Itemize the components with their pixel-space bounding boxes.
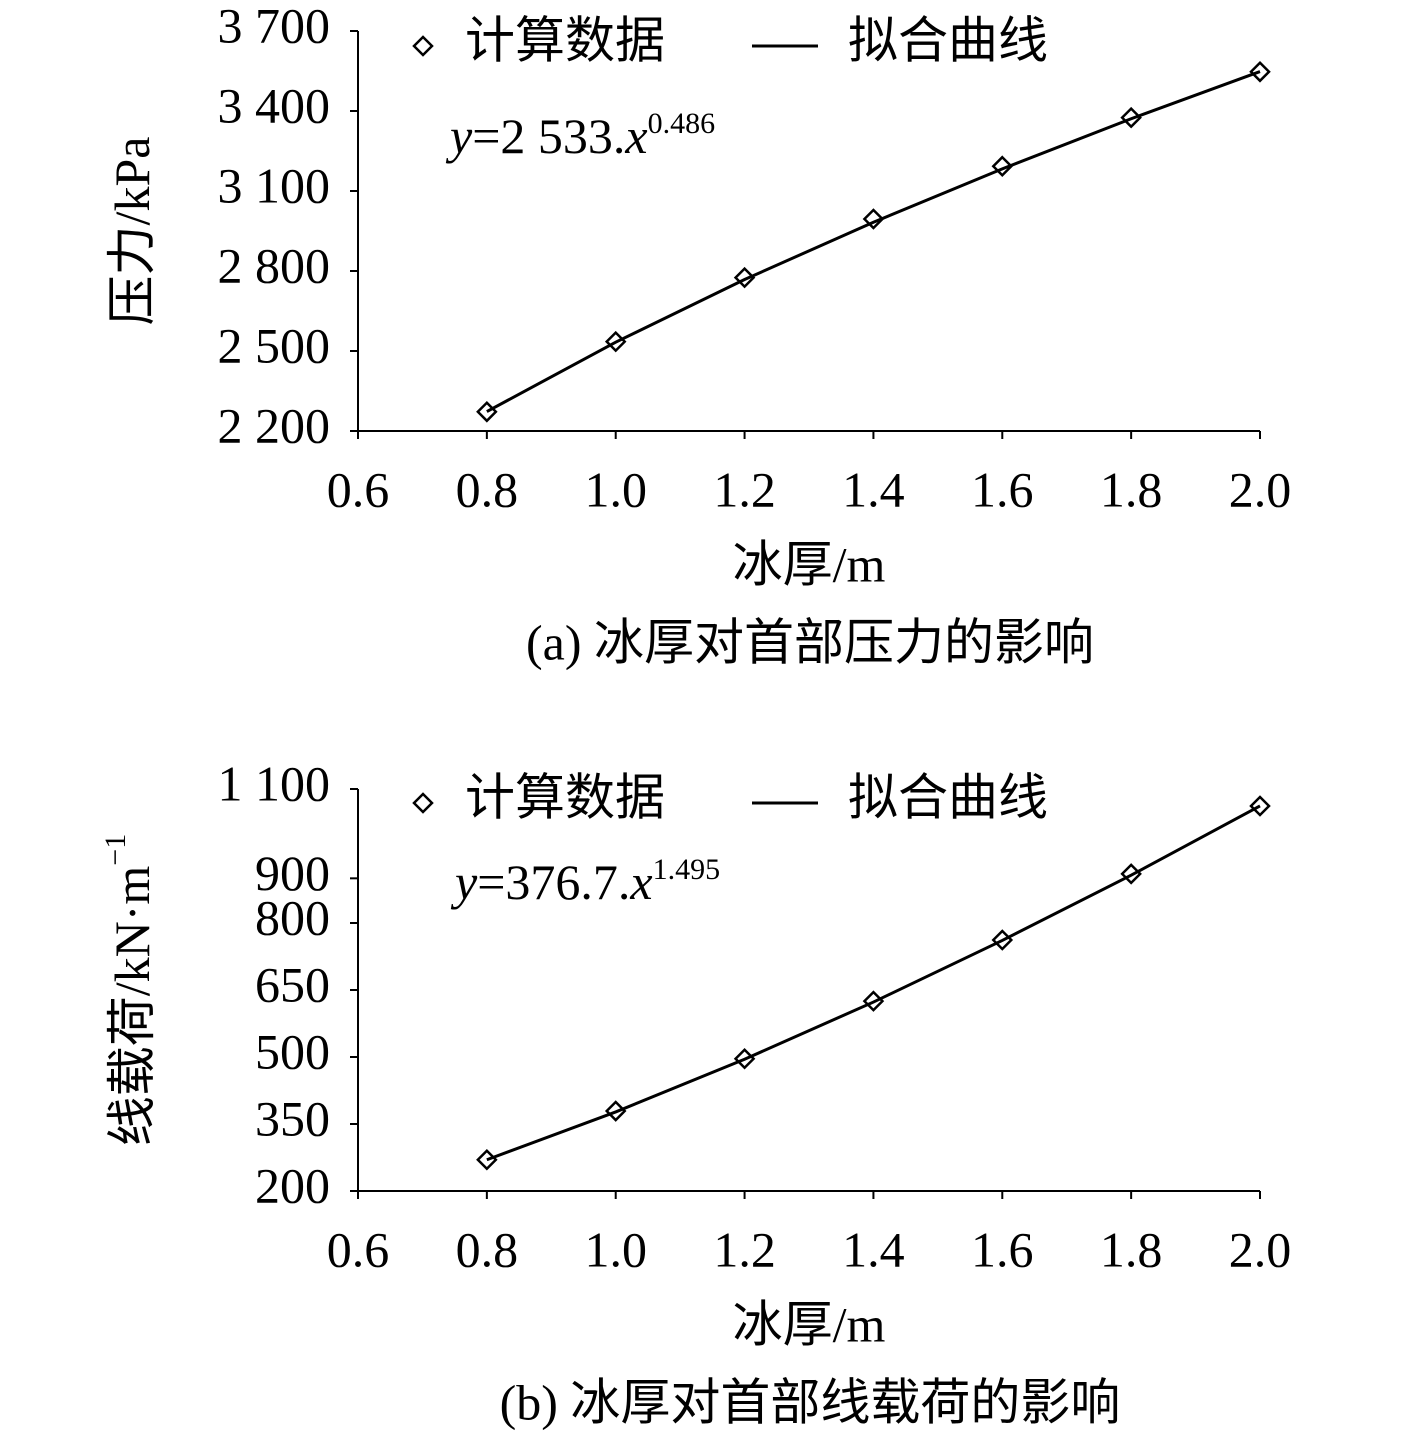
equation-y: y	[445, 108, 473, 164]
y-tick-label: 900	[255, 845, 330, 901]
x-tick-label: 1.2	[713, 461, 776, 517]
data-point	[733, 266, 756, 289]
y-tick-label: 350	[255, 1090, 330, 1146]
y-tick-label: 2 800	[218, 237, 331, 293]
y-tick-label: 500	[255, 1023, 330, 1079]
equation-exponent: 1.495	[653, 853, 721, 886]
x-tick-label: 0.6	[327, 461, 390, 517]
caption: (b) 冰厚对首部线载荷的影响	[500, 1374, 1121, 1430]
y-tick-label: 1 100	[218, 755, 331, 811]
legend-label: 拟合曲线	[848, 12, 1048, 68]
x-tick-label: 0.8	[456, 1221, 519, 1277]
x-tick-label: 0.6	[327, 1221, 390, 1277]
legend-label: 拟合曲线	[848, 769, 1048, 825]
x-axis-label: 冰厚/m	[733, 536, 886, 592]
legend-marker	[412, 792, 434, 814]
x-tick-label: 0.8	[456, 461, 519, 517]
y-tick-label: 650	[255, 956, 330, 1012]
y-axis-label-text: 压力/kPa	[104, 137, 160, 326]
equation-rhs: =2 533.	[472, 108, 625, 164]
equation-rhs: =376.7.	[477, 854, 630, 910]
y-tick-label: 200	[255, 1157, 330, 1213]
equation: y=2 533.x0.486	[445, 107, 715, 165]
y-axis-label: 压力/kPa	[104, 137, 160, 326]
data-point	[1249, 795, 1271, 817]
equation-x: x	[629, 854, 652, 910]
x-tick-label: 2.0	[1229, 1221, 1292, 1277]
y-tick-label: 2 500	[218, 317, 331, 373]
y-tick-label: 3 400	[218, 77, 331, 133]
equation: y=376.7.x1.495	[450, 853, 720, 911]
equation-exponent: 0.486	[648, 107, 716, 140]
equation-y: y	[450, 854, 478, 910]
x-tick-label: 1.4	[842, 1221, 905, 1277]
x-tick-label: 1.6	[971, 461, 1034, 517]
x-tick-label: 1.6	[971, 1221, 1034, 1277]
y-tick-label: 2 200	[218, 397, 331, 453]
y-axis-label: 线载荷/kN·m−1	[99, 834, 161, 1146]
legend-label: 计算数据	[465, 12, 665, 68]
fit-line	[486, 70, 1261, 413]
x-tick-label: 1.0	[584, 461, 647, 517]
x-tick-label: 1.8	[1100, 461, 1163, 517]
x-tick-label: 2.0	[1229, 461, 1292, 517]
y-axis-label-text: 线载荷/kN·m	[104, 866, 160, 1147]
x-tick-label: 1.8	[1100, 1221, 1163, 1277]
y-tick-label: 3 700	[218, 0, 331, 53]
data-point	[476, 401, 498, 423]
y-tick-label: 800	[255, 889, 330, 945]
y-tick-label: 3 100	[218, 157, 331, 213]
fit-line	[486, 804, 1261, 1162]
x-tick-label: 1.0	[584, 1221, 647, 1277]
x-tick-label: 1.2	[713, 1221, 776, 1277]
caption: (a) 冰厚对首部压力的影响	[526, 614, 1094, 670]
y-axis-label-superscript: −1	[99, 834, 132, 866]
x-tick-label: 1.4	[842, 461, 905, 517]
x-axis-label: 冰厚/m	[733, 1296, 886, 1352]
legend-label: 计算数据	[465, 769, 665, 825]
legend-marker	[412, 35, 434, 57]
equation-x: x	[624, 108, 647, 164]
